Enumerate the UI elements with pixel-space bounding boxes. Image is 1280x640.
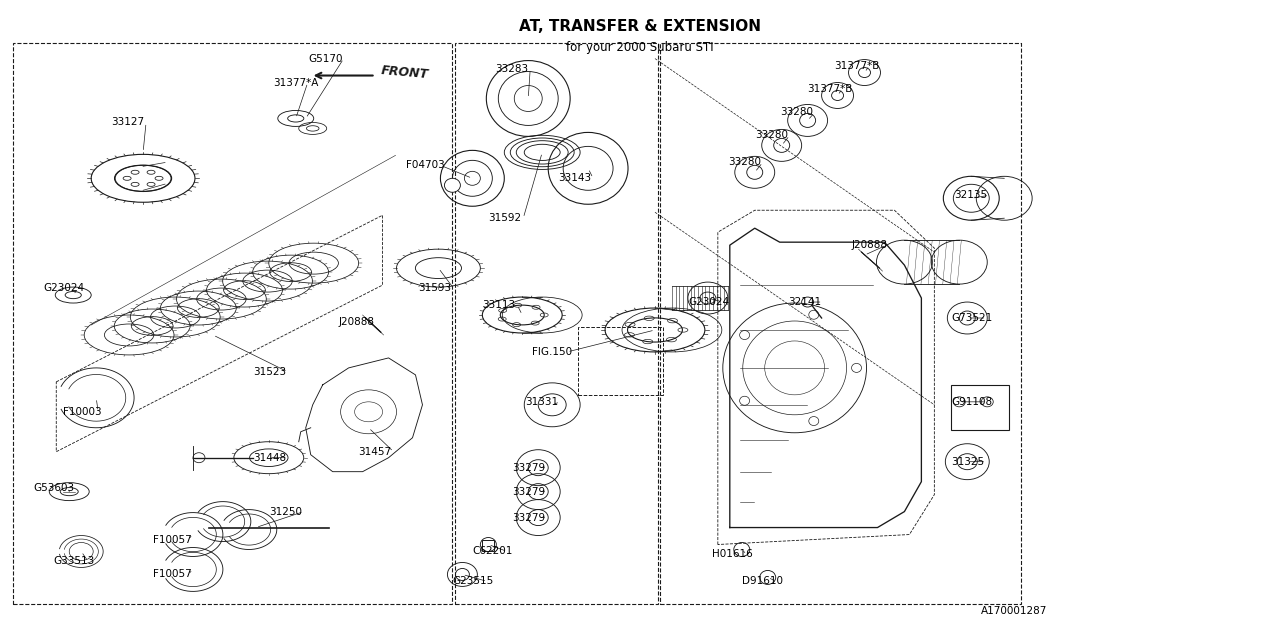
Text: 31448: 31448	[253, 452, 285, 463]
Bar	[660, 43, 1021, 604]
Text: H01616: H01616	[712, 550, 753, 559]
Text: 33113: 33113	[483, 300, 516, 310]
Text: F10057: F10057	[154, 570, 192, 579]
Text: 31377*B: 31377*B	[835, 61, 879, 70]
Text: G53603: G53603	[33, 483, 74, 493]
Text: 31331: 31331	[525, 397, 558, 407]
Text: 31593: 31593	[419, 283, 452, 293]
Bar	[13, 43, 452, 604]
Text: 33279: 33279	[512, 513, 545, 523]
Bar	[579, 327, 663, 395]
Bar	[951, 385, 1009, 430]
Text: 33143: 33143	[558, 173, 591, 183]
Bar	[483, 540, 494, 552]
Text: G33513: G33513	[54, 556, 95, 566]
Text: C62201: C62201	[472, 547, 513, 557]
Text: 33279: 33279	[512, 486, 545, 497]
Text: 33279: 33279	[512, 463, 545, 473]
Text: 33280: 33280	[780, 108, 813, 118]
Text: 31250: 31250	[269, 507, 302, 516]
Text: G23515: G23515	[452, 577, 494, 586]
Text: D91610: D91610	[742, 577, 783, 586]
Text: 33280: 33280	[728, 157, 760, 167]
Text: G23024: G23024	[687, 297, 730, 307]
Ellipse shape	[444, 179, 461, 192]
Text: 31377*A: 31377*A	[273, 77, 319, 88]
Text: 32141: 32141	[787, 297, 820, 307]
Text: F04703: F04703	[406, 161, 444, 170]
Bar	[456, 43, 658, 604]
Text: F10003: F10003	[63, 407, 102, 417]
Text: 32135: 32135	[955, 190, 987, 200]
Text: F10057: F10057	[154, 534, 192, 545]
Text: FIG.150: FIG.150	[532, 347, 572, 357]
Text: for your 2000 Subaru STI: for your 2000 Subaru STI	[566, 40, 714, 54]
Text: 31457: 31457	[358, 447, 392, 457]
Text: AT, TRANSFER & EXTENSION: AT, TRANSFER & EXTENSION	[518, 19, 762, 34]
Text: 31325: 31325	[951, 457, 984, 467]
Text: G5170: G5170	[308, 54, 343, 63]
Text: 31377*B: 31377*B	[808, 83, 852, 93]
Text: 33283: 33283	[495, 63, 529, 74]
Text: G23024: G23024	[44, 283, 84, 293]
Text: G73521: G73521	[951, 313, 992, 323]
Text: 31592: 31592	[489, 213, 521, 223]
Text: 33127: 33127	[111, 117, 145, 127]
Text: A170001287: A170001287	[982, 606, 1047, 616]
Text: G91108: G91108	[951, 397, 992, 407]
Text: 31523: 31523	[253, 367, 285, 377]
Text: J20888: J20888	[851, 240, 887, 250]
Text: 33280: 33280	[755, 131, 787, 140]
Text: J20888: J20888	[339, 317, 375, 327]
Text: FRONT: FRONT	[380, 64, 429, 81]
